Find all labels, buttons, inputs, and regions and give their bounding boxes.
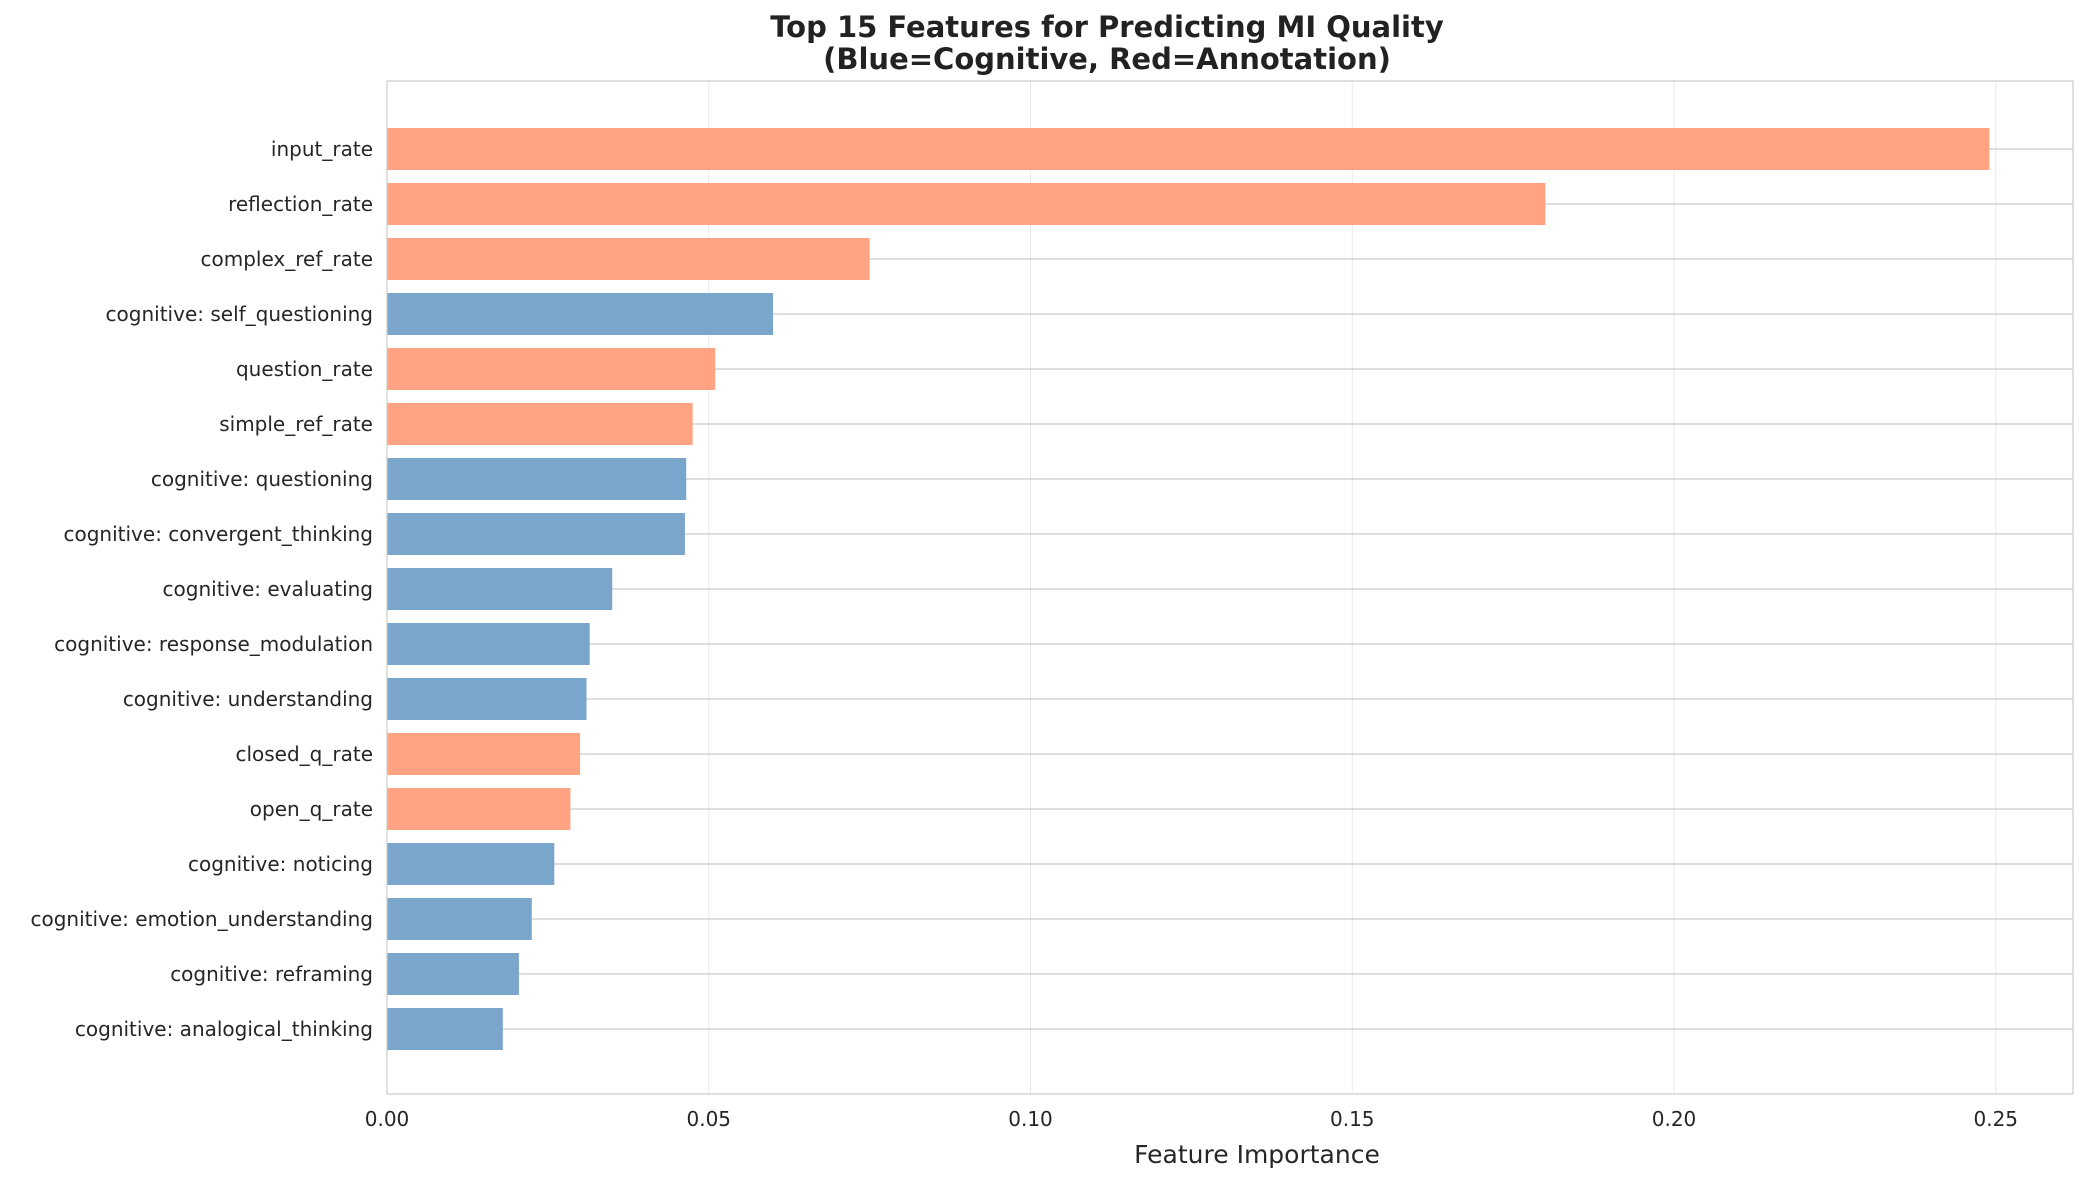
grid-lines [386, 81, 2073, 1094]
bar-cognitive-analogical-thinking [387, 1008, 503, 1050]
y-tick-label: cognitive: reframing [170, 962, 373, 986]
y-tick-label: cognitive: self_questioning [106, 302, 373, 326]
bar-complex-ref-rate [387, 238, 870, 280]
y-tick-label: cognitive: response_modulation [54, 632, 373, 656]
y-tick-label: closed_q_rate [235, 742, 373, 766]
bars-group [387, 128, 1990, 1050]
bar-open-q-rate [387, 788, 571, 830]
bar-reflection-rate [387, 183, 1546, 225]
x-tick-label: 0.00 [365, 1107, 410, 1131]
bar-cognitive-noticing [387, 843, 555, 885]
chart-subtitle: (Blue=Cognitive, Red=Annotation) [823, 42, 1391, 76]
chart-title: Top 15 Features for Predicting MI Qualit… [770, 10, 1444, 44]
bar-question-rate [387, 348, 716, 390]
bar-simple-ref-rate [387, 403, 693, 445]
plot-frame [386, 80, 2074, 1095]
y-tick-label: cognitive: convergent_thinking [64, 522, 374, 546]
y-tick-label: cognitive: questioning [151, 467, 373, 491]
bar-closed-q-rate [387, 733, 581, 775]
bar-cognitive-questioning [387, 458, 687, 500]
y-tick-label: open_q_rate [250, 797, 373, 821]
x-tick-label: 0.10 [1008, 1107, 1053, 1131]
bar-cognitive-response-modulation [387, 623, 590, 665]
x-tick-labels: 0.00 0.05 0.10 0.15 0.20 0.25 [365, 1107, 2018, 1131]
y-tick-label: complex_ref_rate [200, 247, 373, 271]
bar-cognitive-reframing [387, 953, 519, 995]
y-tick-label: cognitive: evaluating [163, 577, 373, 601]
bar-cognitive-self-questioning [387, 293, 774, 335]
y-tick-label: cognitive: analogical_thinking [75, 1017, 373, 1041]
bar-cognitive-emotion-understanding [387, 898, 532, 940]
bar-cognitive-understanding [387, 678, 587, 720]
x-axis-label: Feature Importance [1134, 1140, 1380, 1169]
x-tick-label: 0.15 [1330, 1107, 1375, 1131]
y-tick-labels: input_rate reflection_rate complex_ref_rat… [30, 137, 373, 1041]
x-tick-label: 0.20 [1652, 1107, 1697, 1131]
y-tick-label: cognitive: emotion_understanding [30, 907, 373, 931]
y-tick-label: cognitive: noticing [188, 852, 373, 876]
y-tick-label: cognitive: understanding [123, 687, 373, 711]
bar-cognitive-convergent-thinking [387, 513, 685, 555]
x-tick-label: 0.25 [1974, 1107, 2019, 1131]
bar-cognitive-evaluating [387, 568, 613, 610]
y-tick-label: input_rate [271, 137, 373, 161]
bar-input-rate [387, 128, 1990, 170]
x-tick-label: 0.05 [686, 1107, 731, 1131]
y-tick-label: simple_ref_rate [219, 412, 373, 436]
y-tick-label: question_rate [236, 357, 373, 381]
y-tick-label: reflection_rate [228, 192, 373, 216]
